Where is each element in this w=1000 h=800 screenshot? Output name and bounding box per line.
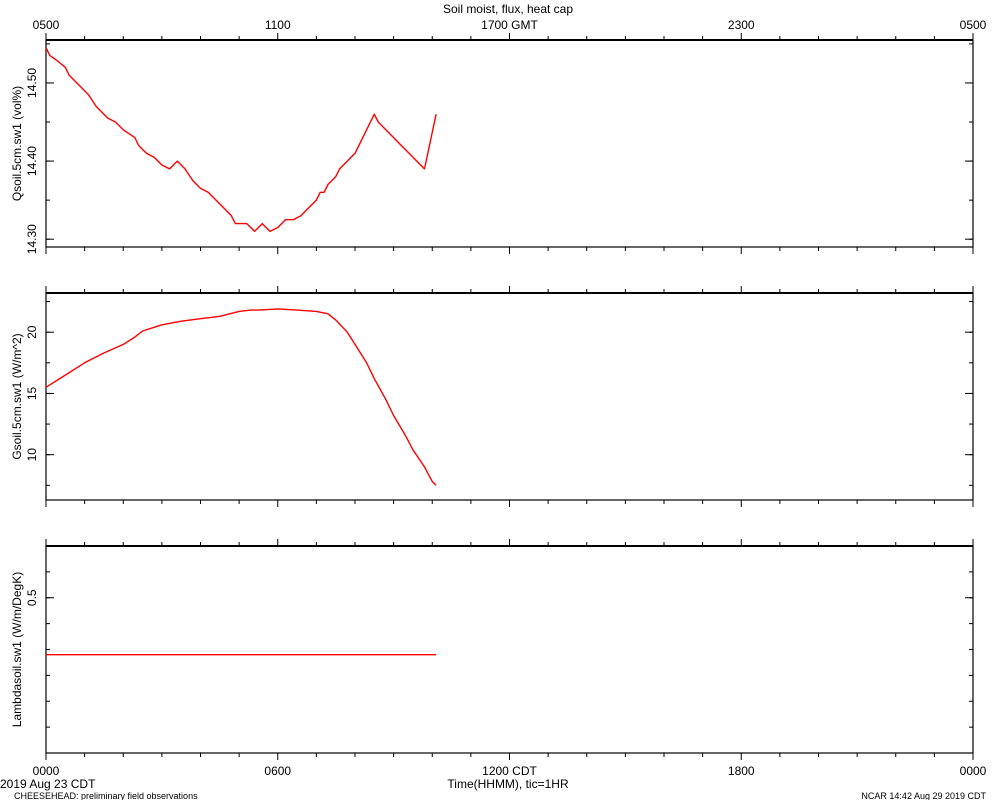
footer-project: CHEESEHEAD: preliminary field observatio… (14, 791, 198, 800)
y-tick-label: 20 (25, 325, 39, 339)
x-axis-label: Time(HHMM), tic=1HR (447, 777, 569, 791)
bottom-tick-label: 0000 (33, 764, 60, 778)
bottom-tick-label: 1200 CDT (482, 764, 537, 778)
chart-title: Soil moist, flux, heat cap (443, 2, 573, 16)
bottom-tick-label: 0600 (264, 764, 291, 778)
series-line (45, 47, 437, 233)
y-axis-label: Qsoil.5cm.sw1 (vol%) (10, 86, 24, 201)
top-tick-label: 2300 (728, 18, 755, 32)
top-tick-label: 0500 (960, 18, 987, 32)
footer-credit: NCAR 14:42 Aug 29 2019 CDT (861, 791, 986, 800)
top-tick-label: 0500 (33, 18, 60, 32)
y-tick-label: 10 (25, 448, 39, 462)
y-tick-label: 14.30 (25, 224, 39, 254)
y-tick-label: 14.40 (25, 146, 39, 176)
y-axis-label: Gsoil.5cm.sw1 (W/m^2) (10, 333, 24, 459)
y-tick-label: 15 (25, 386, 39, 400)
top-axis-gmt: 0500 1100 1700 GMT 2300 0500 (33, 18, 987, 32)
panel-frame (45, 545, 974, 754)
top-tick-label: 1100 (265, 18, 291, 32)
bottom-tick-label: 0000 (960, 764, 987, 778)
series-line (45, 308, 437, 486)
top-tick-label: 1700 GMT (481, 18, 538, 32)
y-axis-label: Lambdasoil.sw1 (W/m/DegK) (10, 572, 24, 727)
y-tick-label: 0.5 (25, 589, 39, 606)
panel-frame (45, 39, 974, 248)
bottom-axis-cdt: 0000 0600 1200 CDT 1800 0000 (33, 764, 987, 778)
footer-date: 2019 Aug 23 CDT (0, 777, 96, 791)
y-tick-label: 14.50 (25, 68, 39, 98)
bottom-tick-label: 1800 (728, 764, 755, 778)
panel-frame (45, 292, 974, 501)
